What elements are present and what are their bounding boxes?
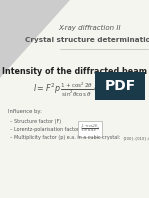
Text: – Multiplicity factor (p) e.a. in a cubic crystal:: – Multiplicity factor (p) e.a. in a cubi… xyxy=(10,135,120,141)
Text: $I = F^2 p \,\frac{1+\cos^2 2\theta}{\sin^2\!\theta\cos\theta}\, e^{-2m}$: $I = F^2 p \,\frac{1+\cos^2 2\theta}{\si… xyxy=(34,81,115,99)
Text: Crystal structure determination: Crystal structure determination xyxy=(25,37,149,43)
Text: {100},{010},{001}: {100},{010},{001} xyxy=(123,136,149,140)
Text: X-ray diffraction II: X-ray diffraction II xyxy=(59,25,121,31)
Text: – Lorentz-polarisation factor: – Lorentz-polarisation factor xyxy=(10,127,79,131)
Text: PDF: PDF xyxy=(104,79,136,93)
Text: Intensity of the diffracted beam: Intensity of the diffracted beam xyxy=(1,68,146,76)
Text: Influence by:: Influence by: xyxy=(8,109,42,114)
FancyBboxPatch shape xyxy=(95,72,145,100)
Polygon shape xyxy=(0,0,70,78)
Text: – Structure factor (F): – Structure factor (F) xyxy=(10,118,61,124)
Text: $\left(\frac{1+\cos^2\!2\theta}{\sin^2\!\theta\cos\theta}\right)$: $\left(\frac{1+\cos^2\!2\theta}{\sin^2\!… xyxy=(80,123,100,135)
